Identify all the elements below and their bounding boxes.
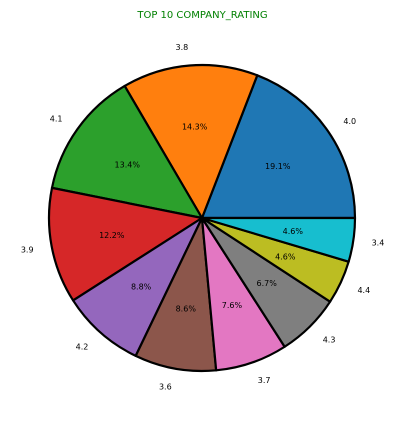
slice-percent-label: 14.3% (182, 123, 208, 132)
pie-slice-3-4 (200, 216, 357, 263)
pie-slice-4-1 (50, 84, 204, 220)
chart-title: TOP 10 COMPANY_RATING (137, 10, 268, 21)
slice-percent-label: 12.2% (99, 231, 125, 240)
pie-slice-4-0 (200, 74, 357, 220)
slice-percent-label: 4.6% (275, 253, 296, 262)
slice-percent-label: 19.1% (265, 162, 291, 171)
slice-percent-label: 8.8% (131, 283, 152, 292)
slice-category-label: 3.9 (21, 246, 34, 255)
slice-category-label: 3.8 (176, 43, 189, 52)
pie-slices (47, 63, 357, 373)
pie-slice-3-6 (134, 216, 218, 373)
pie-labels: 19.1% 4.0 14.3% 3.8 13.4% 4.1 12.2% 3.9 8.8% 4.2 8… (21, 43, 384, 391)
slice-percent-label: 6.7% (256, 279, 277, 288)
pie-slice-3-8 (123, 63, 259, 220)
slice-category-label: 4.4 (357, 286, 370, 295)
pie-slice-4-2 (72, 216, 204, 357)
slice-percent-label: 8.6% (176, 304, 197, 313)
slice-category-label: 3.4 (372, 239, 385, 248)
slice-category-label: 3.6 (159, 383, 172, 392)
slice-category-label: 4.0 (343, 117, 356, 126)
slice-category-label: 3.7 (258, 376, 271, 385)
slice-category-label: 4.1 (50, 115, 63, 124)
slice-percent-label: 7.6% (222, 301, 243, 310)
pie-slice-3-9 (47, 186, 204, 302)
slice-percent-label: 13.4% (115, 161, 141, 170)
slice-category-label: 4.2 (76, 342, 89, 351)
slice-percent-label: 4.6% (283, 227, 304, 236)
slice-category-label: 4.3 (323, 336, 336, 345)
